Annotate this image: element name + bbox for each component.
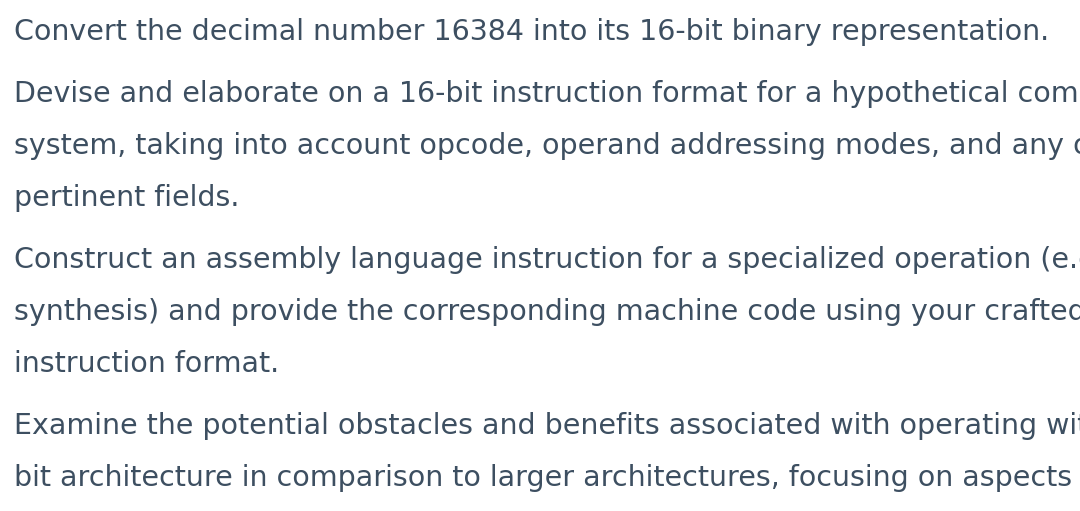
Text: pertinent fields.: pertinent fields.	[14, 184, 240, 212]
Text: Examine the potential obstacles and benefits associated with operating within a : Examine the potential obstacles and bene…	[14, 412, 1080, 440]
Text: synthesis) and provide the corresponding machine code using your crafted 16-bit: synthesis) and provide the corresponding…	[14, 298, 1080, 326]
Text: system, taking into account opcode, operand addressing modes, and any other: system, taking into account opcode, oper…	[14, 132, 1080, 160]
Text: bit architecture in comparison to larger architectures, focusing on aspects such: bit architecture in comparison to larger…	[14, 464, 1080, 492]
Text: Construct an assembly language instruction for a specialized operation (e.g., au: Construct an assembly language instructi…	[14, 246, 1080, 274]
Text: Devise and elaborate on a 16-bit instruction format for a hypothetical computer: Devise and elaborate on a 16-bit instruc…	[14, 80, 1080, 108]
Text: Convert the decimal number 16384 into its 16-bit binary representation.: Convert the decimal number 16384 into it…	[14, 18, 1050, 46]
Text: instruction format.: instruction format.	[14, 350, 280, 378]
